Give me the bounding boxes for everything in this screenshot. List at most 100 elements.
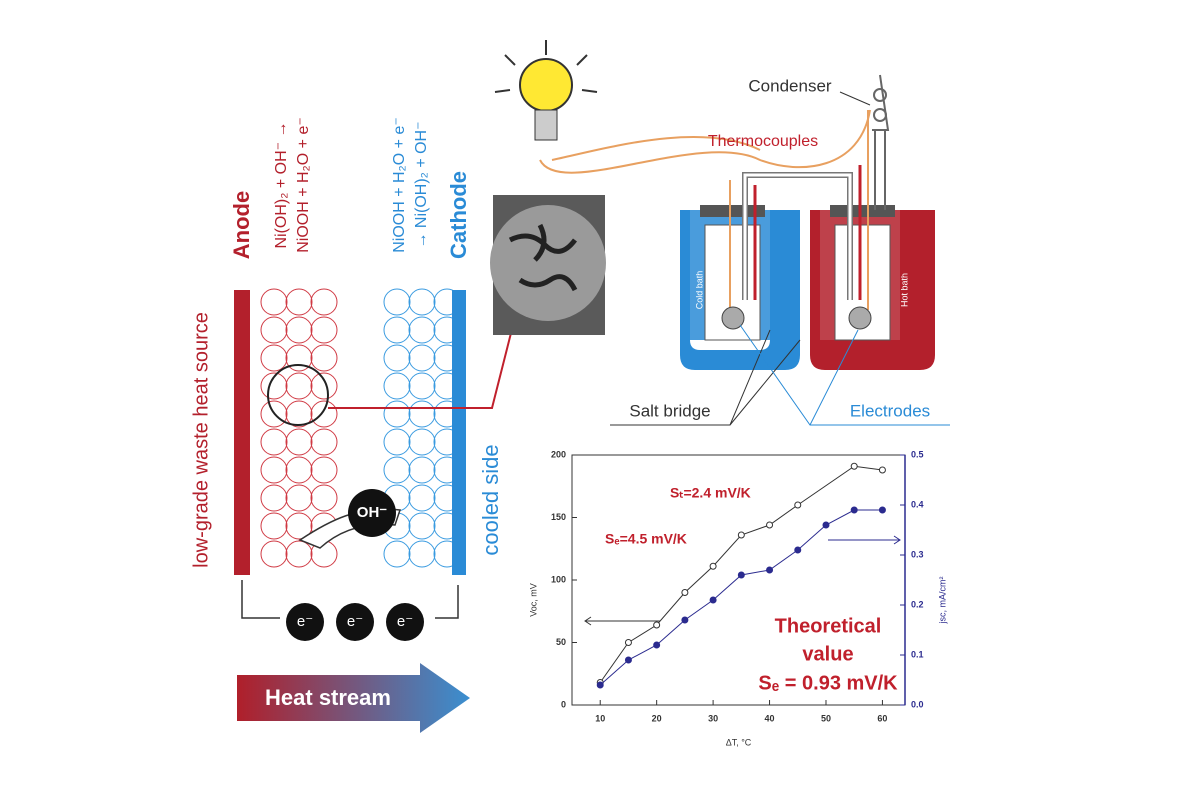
particle — [260, 400, 288, 428]
y2-tick-label: 0.0 — [911, 699, 924, 709]
particle — [310, 456, 338, 484]
particle — [310, 344, 338, 372]
x-tick-label: 10 — [595, 713, 605, 723]
particle — [408, 484, 436, 512]
ion-ball — [348, 489, 396, 537]
data-point — [681, 589, 689, 596]
bulb — [519, 58, 573, 112]
zoom-circle — [267, 364, 329, 426]
data-point — [709, 596, 717, 604]
heat-stream-arrow — [237, 663, 470, 733]
particle — [310, 400, 338, 428]
particle — [408, 372, 436, 400]
axis-pointer — [584, 616, 660, 626]
particle — [383, 344, 411, 372]
particle — [260, 428, 288, 456]
cap — [830, 205, 895, 217]
particle — [383, 288, 411, 316]
y-tick-label: 100 — [551, 574, 566, 584]
electrode — [721, 306, 745, 330]
sem-particle — [490, 205, 606, 321]
axis-pointer — [828, 535, 901, 545]
particle — [285, 344, 313, 372]
thermocouples-label: Thermocouples — [708, 133, 818, 150]
y-tick-label: 50 — [556, 637, 566, 647]
particle — [310, 484, 338, 512]
particle — [285, 456, 313, 484]
ion-label: OH⁻ — [357, 504, 388, 521]
condenser-bulb — [873, 108, 887, 122]
wire — [435, 585, 459, 619]
particle — [260, 484, 288, 512]
cold-bath-label: Cold bath — [694, 271, 704, 310]
particle — [383, 456, 411, 484]
chart: 10 20 30 40 50 60 0 50 100 150 200 0.0 0.1 0.2 0.3 0.4 0… — [528, 449, 947, 747]
particle — [383, 372, 411, 400]
data-point — [681, 616, 689, 624]
bulb-base — [534, 109, 558, 141]
data-point — [766, 521, 774, 529]
data-point — [596, 681, 604, 689]
particle — [310, 288, 338, 316]
data-point — [878, 506, 886, 514]
x-tick-label: 50 — [821, 713, 831, 723]
sem-pores — [508, 223, 578, 292]
x-tick-label: 20 — [652, 713, 662, 723]
particle — [408, 428, 436, 456]
electron — [336, 603, 374, 641]
particle — [383, 316, 411, 344]
condenser-bulb — [873, 88, 887, 102]
salt-bridge-inner — [743, 173, 852, 300]
particle — [285, 428, 313, 456]
y2-tick-label: 0.5 — [911, 449, 924, 459]
y-tick-label: 0 — [561, 699, 566, 709]
y-tick-label: 150 — [551, 512, 566, 522]
particle — [408, 456, 436, 484]
particle — [310, 316, 338, 344]
particle — [260, 512, 288, 540]
cathode-reaction: → Ni(OH)₂ + OH⁻ — [413, 121, 430, 248]
particle — [260, 316, 288, 344]
hot-bath — [810, 210, 935, 370]
data-point — [850, 506, 858, 514]
annotation: value — [802, 643, 853, 665]
annotation: Theoretical — [775, 615, 882, 637]
particle — [260, 288, 288, 316]
data-point — [709, 562, 717, 570]
particle — [310, 372, 338, 400]
x-tick-label: 30 — [708, 713, 718, 723]
cathode-bar — [452, 290, 466, 575]
particle — [285, 288, 313, 316]
anode-reaction: NiOOH + H₂O + e⁻ — [295, 117, 312, 253]
particle — [260, 344, 288, 372]
data-point — [850, 462, 858, 470]
electrode — [848, 306, 872, 330]
particle — [285, 484, 313, 512]
bulb-rays — [494, 40, 598, 93]
pointer — [839, 91, 871, 106]
data-point — [878, 466, 886, 474]
series-line — [599, 465, 883, 683]
particle — [310, 428, 338, 456]
particle — [383, 400, 411, 428]
particle — [260, 456, 288, 484]
electrodes-label: Electrodes — [850, 401, 930, 420]
data-point — [653, 621, 661, 629]
condenser — [872, 74, 890, 210]
hot-bath-label: Hot bath — [899, 273, 909, 307]
particle — [260, 540, 288, 568]
anode-reaction: Ni(OH)₂ + OH⁻ → — [273, 121, 290, 248]
particle — [408, 512, 436, 540]
annotation: Sₜ=2.4 mV/K — [670, 485, 751, 501]
data-point — [822, 521, 830, 529]
particle — [260, 372, 288, 400]
annotation: Sₑ=4.5 mV/K — [605, 531, 687, 547]
y-axis-label: Voc, mV — [528, 583, 538, 617]
data-point — [794, 546, 802, 554]
electron-label: e⁻ — [347, 613, 363, 630]
data-point — [653, 641, 661, 649]
heat-stream-label: Heat stream — [265, 685, 391, 710]
y2-tick-label: 0.2 — [911, 599, 924, 609]
y2-axis-label: jsc, mA/cm² — [937, 577, 947, 625]
cooled-side-label: cooled side — [478, 444, 503, 555]
